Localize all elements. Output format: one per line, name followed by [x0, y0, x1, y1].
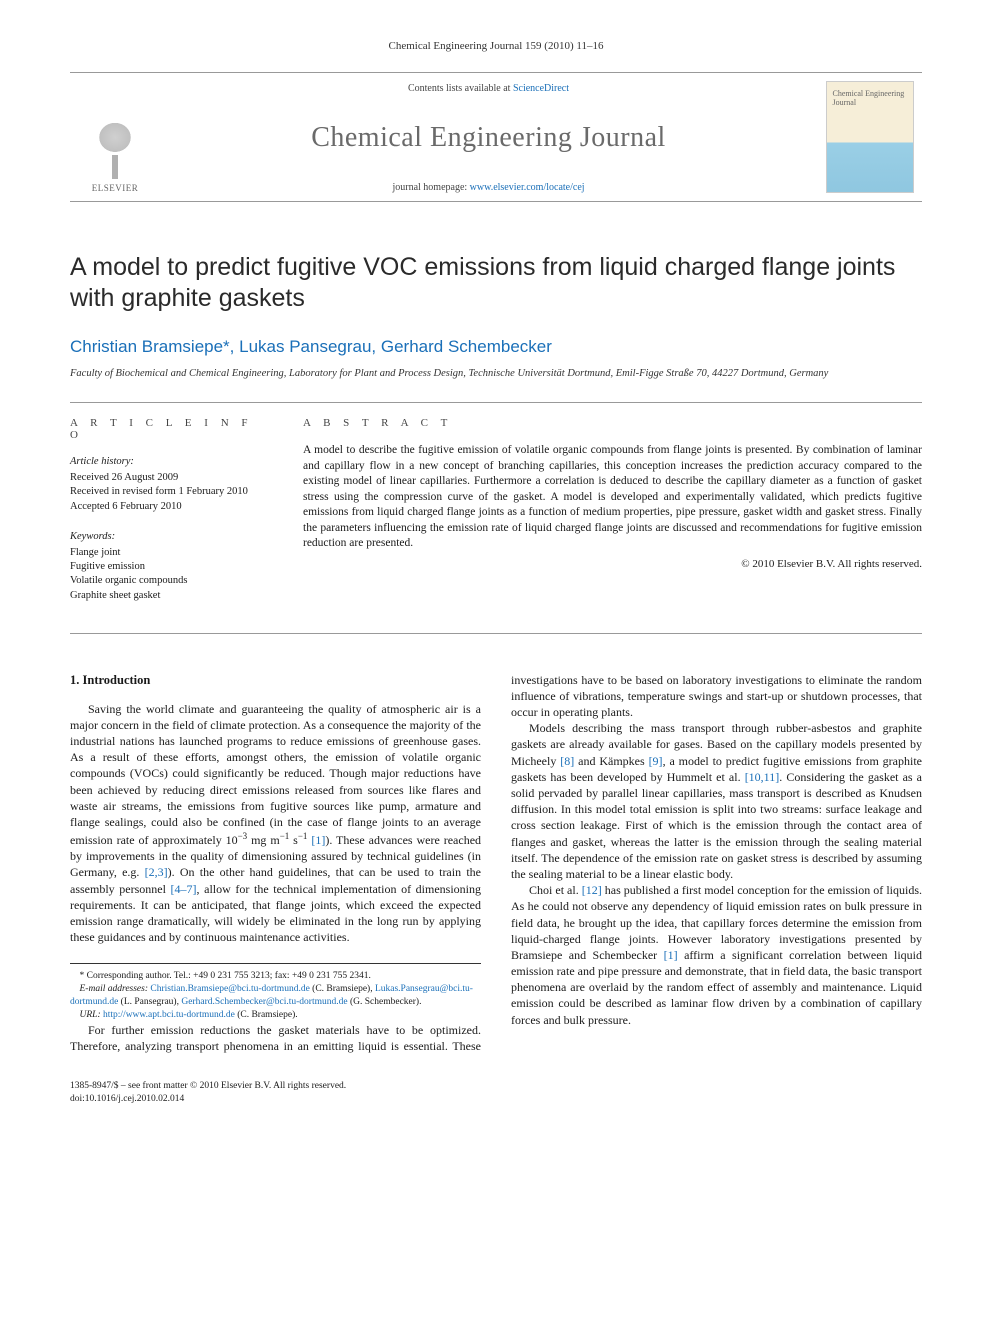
article-history-block: Article history: Received 26 August 2009…	[70, 455, 271, 514]
elsevier-tree-icon	[88, 115, 142, 179]
corresponding-author-line: * Corresponding author. Tel.: +49 0 231 …	[70, 970, 481, 983]
abstract-text: A model to describe the fugitive emissio…	[303, 443, 922, 552]
email-who: (C. Bramsiepe),	[310, 984, 373, 994]
page-footer: 1385-8947/$ – see front matter © 2010 El…	[70, 1080, 922, 1106]
abstract-heading: A B S T R A C T	[303, 417, 922, 429]
history-revised: Received in revised form 1 February 2010	[70, 485, 271, 499]
article-history-label: Article history:	[70, 455, 271, 469]
body-paragraph: Models describing the mass transport thr…	[511, 720, 922, 882]
keyword: Flange joint	[70, 546, 271, 560]
running-head: Chemical Engineering Journal 159 (2010) …	[70, 40, 922, 52]
url-who: (C. Bramsiepe).	[235, 1010, 298, 1020]
citation-link[interactable]: [1]	[311, 833, 325, 847]
email-who: (L. Pansegrau),	[118, 997, 179, 1007]
masthead-cover-block: Chemical Engineering Journal	[817, 73, 922, 201]
body-paragraph: Saving the world climate and guaranteein…	[70, 701, 481, 946]
email-addresses-block: E-mail addresses: Christian.Bramsiepe@bc…	[70, 983, 481, 1009]
abstract-copyright: © 2010 Elsevier B.V. All rights reserved…	[303, 558, 922, 570]
article-info-column: A R T I C L E I N F O Article history: R…	[70, 403, 285, 633]
citation-link[interactable]: [10,11]	[745, 770, 780, 784]
keyword: Graphite sheet gasket	[70, 589, 271, 603]
article-title: A model to predict fugitive VOC emission…	[70, 252, 922, 315]
publisher-logo-block: ELSEVIER	[70, 73, 160, 201]
section-heading-introduction: 1. Introduction	[70, 672, 481, 689]
author-email-link[interactable]: Gerhard.Schembecker@bci.tu-dortmund.de	[181, 997, 347, 1007]
keywords-block: Keywords: Flange joint Fugitive emission…	[70, 530, 271, 603]
article-body: 1. Introduction Saving the world climate…	[70, 672, 922, 1054]
journal-homepage-link[interactable]: www.elsevier.com/locate/cej	[470, 182, 585, 193]
history-received: Received 26 August 2009	[70, 471, 271, 485]
citation-link[interactable]: [8]	[560, 754, 574, 768]
citation-link[interactable]: [12]	[582, 883, 602, 897]
issn-copyright-line: 1385-8947/$ – see front matter © 2010 El…	[70, 1080, 922, 1093]
journal-cover-thumbnail: Chemical Engineering Journal	[826, 81, 914, 193]
keywords-label: Keywords:	[70, 530, 271, 544]
citation-link[interactable]: [1]	[664, 948, 678, 962]
author-url-line: URL: http://www.apt.bci.tu-dortmund.de (…	[70, 1009, 481, 1022]
email-who: (G. Schembecker).	[348, 997, 422, 1007]
author-email-link[interactable]: Christian.Bramsiepe@bci.tu-dortmund.de	[150, 984, 309, 994]
sciencedirect-link[interactable]: ScienceDirect	[513, 83, 569, 94]
url-label: URL:	[80, 1010, 104, 1020]
info-abstract-row: A R T I C L E I N F O Article history: R…	[70, 402, 922, 634]
article-info-heading: A R T I C L E I N F O	[70, 417, 271, 441]
correspondence-footnotes: * Corresponding author. Tel.: +49 0 231 …	[70, 963, 481, 1021]
affiliation: Faculty of Biochemical and Chemical Engi…	[70, 367, 922, 381]
citation-link[interactable]: [9]	[649, 754, 663, 768]
journal-homepage-line: journal homepage: www.elsevier.com/locat…	[392, 182, 584, 193]
citation-link[interactable]: [2,3]	[145, 865, 168, 879]
keyword: Fugitive emission	[70, 560, 271, 574]
contents-prefix: Contents lists available at	[408, 83, 513, 94]
abstract-column: A B S T R A C T A model to describe the …	[285, 403, 922, 633]
citation-link[interactable]: [4–7]	[171, 882, 197, 896]
author-url-link[interactable]: http://www.apt.bci.tu-dortmund.de	[103, 1010, 235, 1020]
email-label: E-mail addresses:	[80, 984, 149, 994]
publisher-label: ELSEVIER	[92, 183, 139, 193]
contents-available-line: Contents lists available at ScienceDirec…	[408, 83, 569, 94]
author-link[interactable]: Christian Bramsiepe*, Lukas Pansegrau, G…	[70, 337, 552, 356]
keyword: Volatile organic compounds	[70, 574, 271, 588]
doi-line: doi:10.1016/j.cej.2010.02.014	[70, 1093, 922, 1106]
homepage-prefix: journal homepage:	[392, 182, 469, 193]
history-accepted: Accepted 6 February 2010	[70, 500, 271, 514]
body-paragraph: Choi et al. [12] has published a first m…	[511, 882, 922, 1028]
journal-name: Chemical Engineering Journal	[311, 122, 666, 154]
masthead-center: Contents lists available at ScienceDirec…	[160, 73, 817, 201]
author-list: Christian Bramsiepe*, Lukas Pansegrau, G…	[70, 337, 922, 357]
journal-masthead: ELSEVIER Contents lists available at Sci…	[70, 72, 922, 202]
